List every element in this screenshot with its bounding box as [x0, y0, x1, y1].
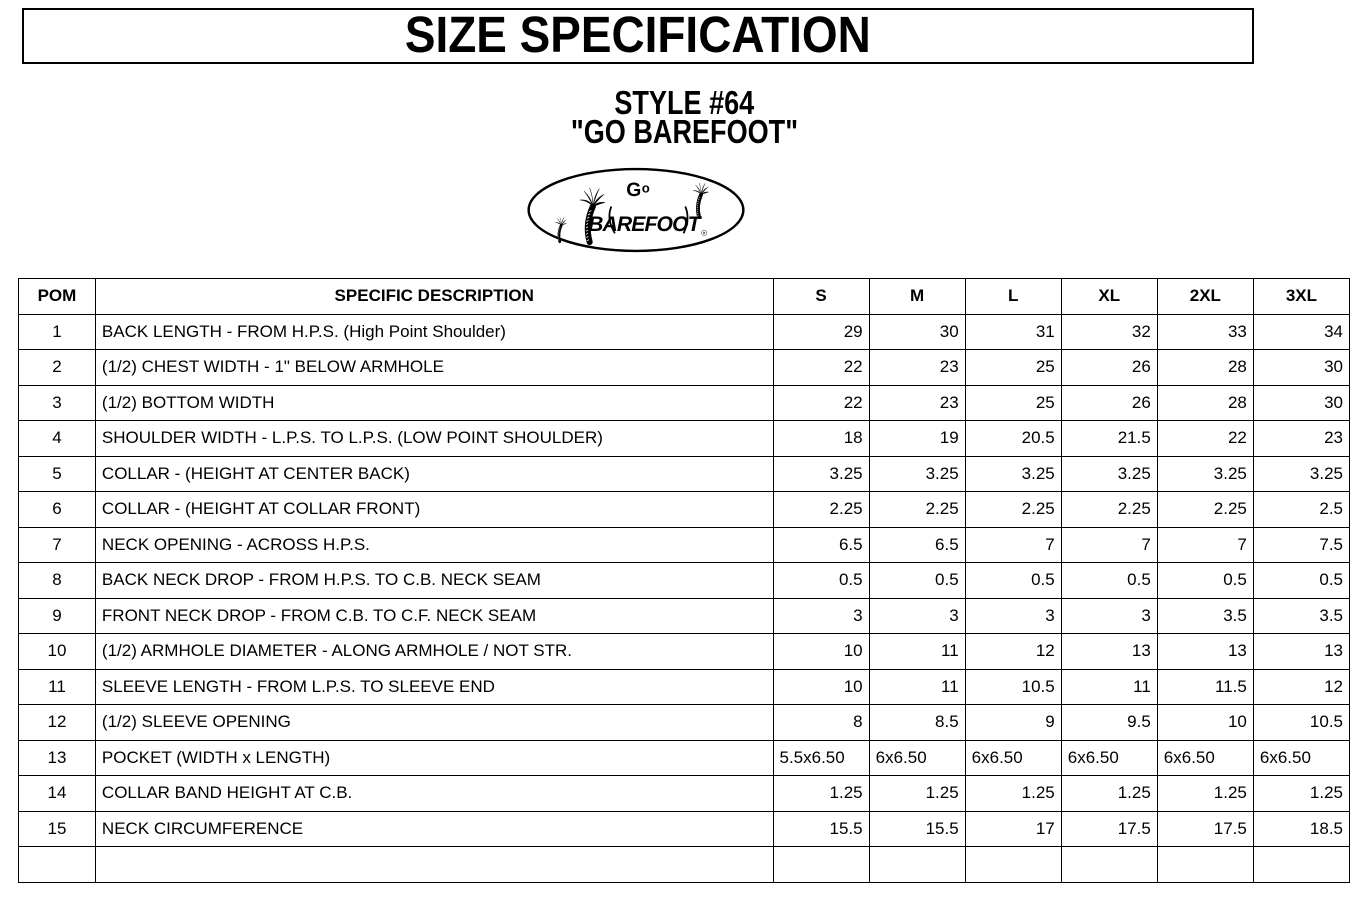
svg-text:Go: Go — [626, 179, 650, 201]
svg-text:BAREFOOT: BAREFOOT — [588, 213, 702, 236]
svg-text:R: R — [703, 232, 705, 235]
